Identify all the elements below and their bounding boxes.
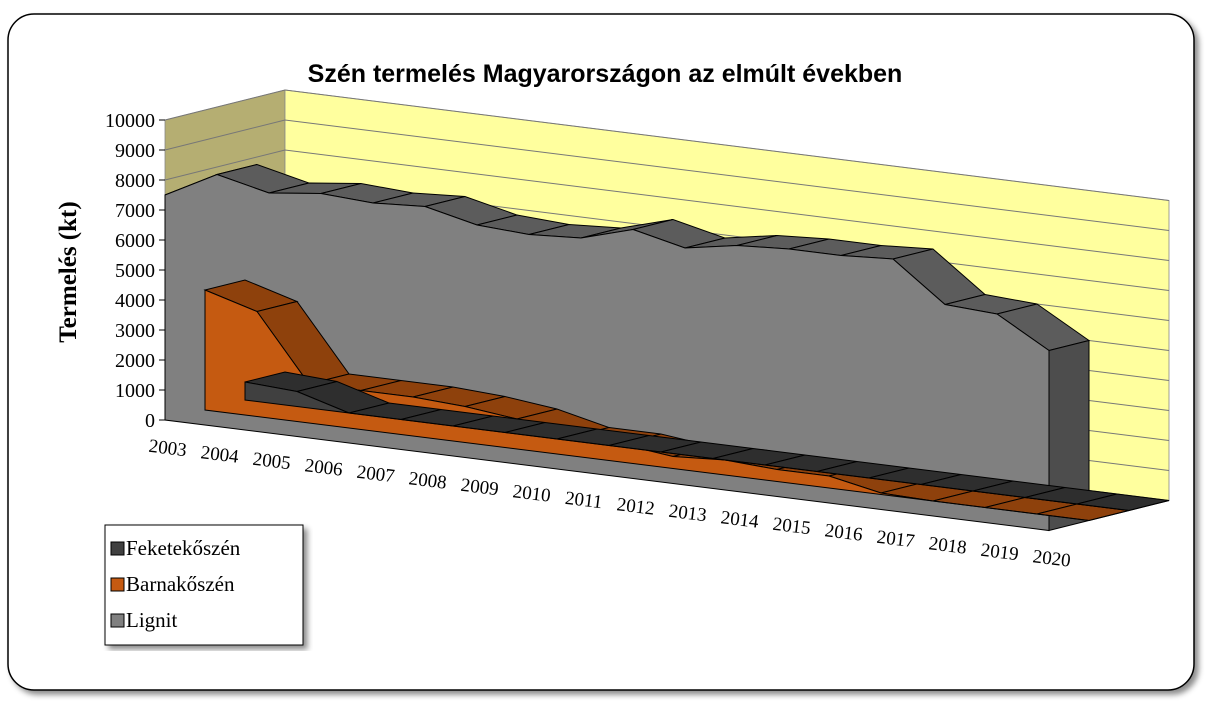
x-tick-label: 2018 [928, 533, 968, 558]
y-tick-label: 5000 [115, 260, 155, 282]
legend-label: Barnakőszén [126, 572, 235, 596]
plot-area: 0 1000 2000 3000 4000 5000 6000 7000 8000 9000 100… [105, 89, 1170, 572]
grid-line [164, 149, 1170, 261]
x-tick-label: 2008 [408, 468, 448, 493]
area-front-face [164, 173, 1050, 532]
x-tick-label: 2007 [356, 462, 396, 487]
grid-line [164, 89, 1170, 201]
x-tick-label: 2009 [460, 475, 500, 500]
x-tick-label: 2013 [668, 501, 708, 526]
y-tick-label: 6000 [115, 230, 155, 252]
x-tick-label: 2016 [824, 520, 864, 545]
x-tick-label: 2012 [616, 494, 656, 519]
x-tick-label: 2015 [772, 514, 812, 539]
legend: Feketekőszén Barnakőszén Lignit [104, 524, 304, 646]
x-tick-label: 2006 [304, 455, 344, 480]
x-tick-label: 2003 [148, 436, 188, 461]
y-tick-label: 4000 [115, 290, 155, 312]
legend-label: Lignit [126, 608, 177, 632]
x-tick-label: 2011 [564, 488, 604, 513]
x-tick-label: 2004 [200, 442, 241, 468]
legend-box [104, 524, 304, 646]
y-tick-label: 7000 [115, 200, 155, 222]
x-tick-label: 2019 [980, 540, 1020, 565]
x-tick-label: 2010 [512, 481, 552, 506]
y-tick-label: 8000 [115, 170, 155, 192]
area-end-face [1128, 500, 1170, 511]
x-tick-label: 2014 [720, 507, 761, 533]
legend-swatch [110, 613, 125, 628]
legend-swatch [110, 577, 125, 592]
grid-line [164, 119, 1170, 231]
y-tick-label: 2000 [115, 350, 155, 372]
legend-swatch [110, 541, 125, 556]
area-front-face [244, 381, 1130, 511]
y-tick-label: 10000 [105, 110, 155, 132]
y-axis-label: Termelés (kt) [55, 201, 82, 342]
y-tick-label: 0 [145, 410, 155, 432]
x-tick-label: 2020 [1032, 546, 1072, 571]
y-tick-label: 9000 [115, 140, 155, 162]
legend-label: Feketekőszén [126, 536, 241, 560]
y-tick-label: 3000 [115, 320, 155, 342]
x-tick-label: 2005 [252, 449, 292, 474]
chart-title: Szén termelés Magyarországon az elmúlt é… [308, 60, 903, 88]
x-tick-label: 2017 [876, 527, 916, 552]
y-tick-label: 1000 [115, 380, 155, 402]
